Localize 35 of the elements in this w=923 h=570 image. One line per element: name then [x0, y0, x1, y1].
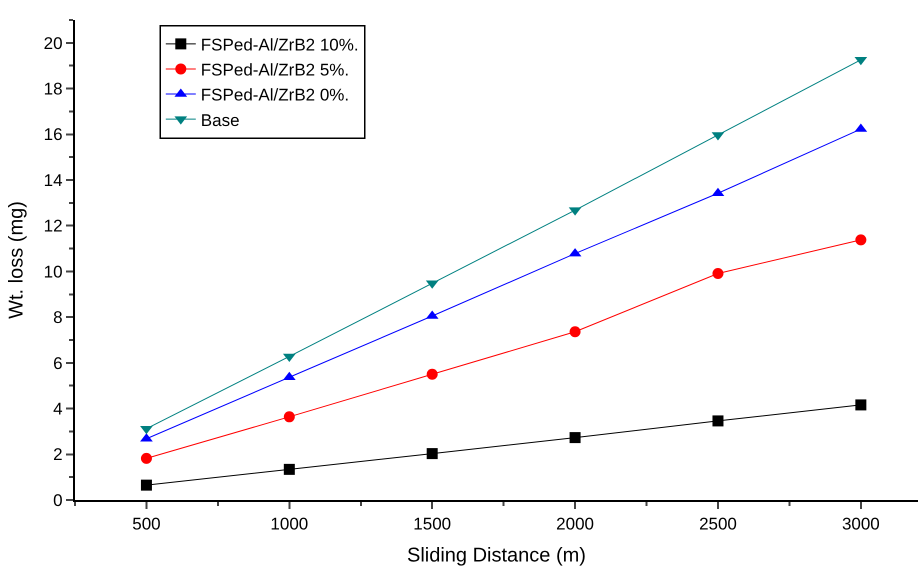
- point: [426, 448, 438, 460]
- point: [855, 399, 866, 410]
- point: [570, 326, 581, 338]
- legend-label: Base: [200, 110, 240, 130]
- legend-label: FSPed-Al/ZrB2 10%.: [200, 35, 359, 54]
- point: [284, 411, 295, 422]
- x-axis-title: Sliding Distance (m): [407, 544, 586, 566]
- y-tick-label: 12: [44, 216, 63, 236]
- y-tick-label: 20: [44, 34, 63, 53]
- y-tick-label: 2: [53, 445, 63, 464]
- x-tick-label: 500: [132, 514, 161, 534]
- x-tick-label: 1000: [270, 514, 308, 534]
- x-tick-label: 3000: [842, 514, 880, 534]
- point: [712, 415, 724, 426]
- point: [140, 480, 152, 491]
- point: [284, 464, 295, 475]
- x-tick-label: 1500: [413, 514, 452, 534]
- y-axis-title: Wt. loss (mg): [6, 201, 28, 319]
- y-tick-label: 14: [44, 170, 63, 190]
- point: [426, 368, 438, 380]
- y-tick-label: 10: [44, 262, 63, 282]
- point: [140, 452, 152, 464]
- legend-label: FSPed-Al/ZrB2 5%.: [200, 60, 350, 80]
- y-tick-label: 6: [53, 354, 63, 373]
- y-tick-label: 4: [53, 400, 63, 419]
- y-tick-label: 16: [44, 125, 63, 144]
- y-tick-label: 0: [53, 490, 63, 510]
- x-tick-label: 2000: [556, 514, 594, 534]
- legend-label: FSPed-Al/ZrB2 0%.: [200, 86, 350, 105]
- point: [712, 268, 724, 279]
- y-tick-label: 18: [44, 80, 63, 99]
- point: [855, 234, 866, 246]
- y-tick-label: 8: [53, 308, 63, 328]
- x-tick-label: 2500: [699, 514, 737, 534]
- point: [570, 432, 581, 444]
